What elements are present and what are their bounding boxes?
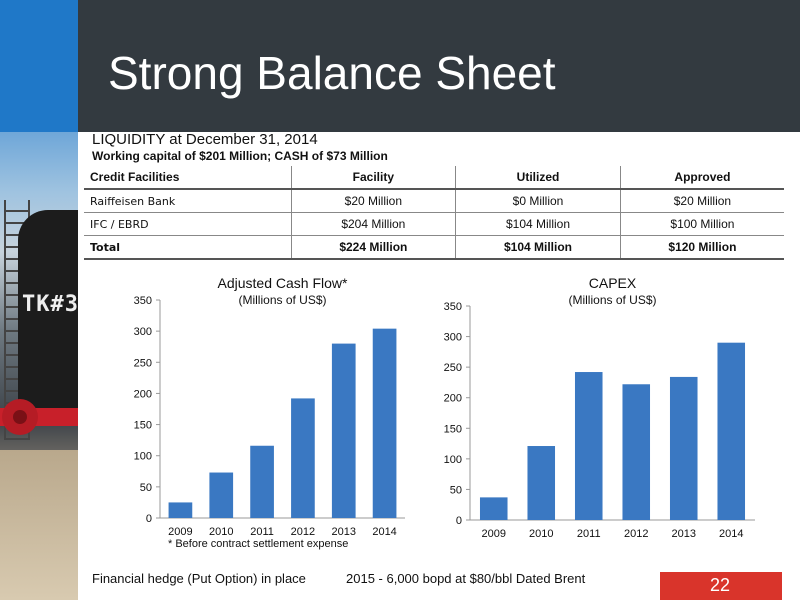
- bar-2010: [527, 446, 556, 520]
- x-tick-label: 2010: [209, 526, 233, 538]
- accent-bar: [0, 0, 78, 132]
- y-tick-label: 350: [444, 301, 462, 313]
- tank-label: TK#3: [22, 292, 78, 317]
- table-cell: $104 Million: [455, 212, 621, 236]
- bar-2013: [669, 376, 698, 520]
- table-cell: $100 Million: [619, 212, 784, 236]
- column-header: Utilized: [455, 166, 621, 190]
- y-tick-label: 100: [444, 454, 462, 466]
- chart-footnote: * Before contract settlement expense: [168, 538, 349, 550]
- table-cell: $204 Million: [290, 212, 456, 236]
- table-total-row: Total $224 Million $104 Million $120 Mil…: [84, 235, 784, 260]
- bar-2010: [209, 472, 234, 518]
- y-tick-label: 250: [134, 357, 152, 369]
- table-cell: Raiffeisen Bank: [84, 189, 292, 213]
- chart-title: CAPEX: [589, 275, 637, 291]
- table-cell: $20 Million: [619, 189, 784, 213]
- y-tick-label: 100: [134, 451, 152, 463]
- bar-2012: [291, 398, 315, 518]
- x-tick-label: 2013: [332, 526, 356, 538]
- column-header: Approved: [619, 166, 784, 190]
- table-cell: $20 Million: [290, 189, 456, 213]
- y-tick-label: 150: [444, 423, 462, 435]
- liquidity-subtitle: LIQUIDITY at December 31, 2014: [92, 131, 318, 148]
- hedge-detail: 2015 - 6,000 bopd at $80/bbl Dated Brent: [346, 571, 586, 586]
- page-title: Strong Balance Sheet: [108, 47, 556, 99]
- chart-title: Adjusted Cash Flow*: [218, 275, 349, 291]
- bar-2009: [479, 497, 508, 520]
- y-tick-label: 200: [134, 388, 152, 400]
- y-tick-label: 350: [134, 295, 152, 307]
- bar-2009: [168, 502, 193, 518]
- y-tick-label: 200: [444, 393, 462, 405]
- table-cell: $104 Million: [455, 235, 621, 260]
- adjusted-cash-flow-chart: Adjusted Cash Flow* (Millions of US$) 0 50 1…: [134, 275, 405, 538]
- chart-subtitle: (Millions of US$): [238, 293, 326, 307]
- x-tick-label: 2011: [250, 526, 274, 538]
- table-header-row: Credit Facilities Facility Utilized Appr…: [84, 166, 784, 190]
- y-tick-label: 300: [444, 332, 462, 344]
- y-tick-label: 0: [146, 513, 152, 525]
- table-cell: $224 Million: [290, 235, 456, 260]
- y-tick-label: 300: [134, 326, 152, 338]
- bar-2013: [331, 343, 356, 518]
- table-cell: Total: [84, 235, 292, 260]
- chart-subtitle: (Millions of US$): [568, 293, 656, 307]
- y-tick-label: 50: [140, 482, 152, 494]
- table-cell: $120 Million: [619, 235, 784, 260]
- hedge-label: Financial hedge (Put Option) in place: [92, 571, 306, 586]
- bar-2012: [622, 384, 651, 520]
- capex-chart: CAPEX (Millions of US$) 0 50 100 150 200 250 300…: [444, 275, 755, 540]
- y-tick-label: 50: [450, 484, 462, 496]
- table-cell: IFC / EBRD: [84, 212, 292, 236]
- x-tick-label: 2013: [672, 528, 696, 540]
- page-number-badge: 22: [660, 572, 782, 600]
- y-tick-label: 150: [134, 420, 152, 432]
- y-tick-label: 250: [444, 362, 462, 374]
- x-tick-label: 2014: [372, 526, 396, 538]
- red-pipe-image: [0, 399, 78, 435]
- working-capital-subtitle: Working capital of $201 Million; CASH of…: [92, 149, 388, 163]
- bar-2014: [717, 342, 746, 520]
- table-row: IFC / EBRD $204 Million $104 Million $10…: [84, 212, 784, 236]
- page-number: 22: [709, 575, 730, 595]
- storage-tank-image: [18, 210, 78, 420]
- bar-2011: [250, 445, 274, 518]
- x-tick-label: 2012: [291, 526, 315, 538]
- bar-2014: [372, 328, 397, 518]
- y-tick-label: 0: [456, 515, 462, 527]
- x-tick-label: 2010: [529, 528, 553, 540]
- header-band: [78, 0, 800, 132]
- credit-facilities-table: Credit Facilities Facility Utilized Appr…: [84, 166, 784, 260]
- x-tick-label: 2012: [624, 528, 648, 540]
- table-row: Raiffeisen Bank $20 Million $0 Million $…: [84, 189, 784, 213]
- column-header: Credit Facilities: [84, 166, 292, 190]
- x-tick-label: 2014: [719, 528, 743, 540]
- bar-2011: [574, 372, 603, 520]
- table-cell: $0 Million: [455, 189, 621, 213]
- x-tick-label: 2009: [482, 528, 506, 540]
- ground-image: [0, 450, 78, 600]
- x-tick-label: 2009: [168, 526, 192, 538]
- column-header: Facility: [290, 166, 456, 190]
- x-tick-label: 2011: [577, 528, 601, 540]
